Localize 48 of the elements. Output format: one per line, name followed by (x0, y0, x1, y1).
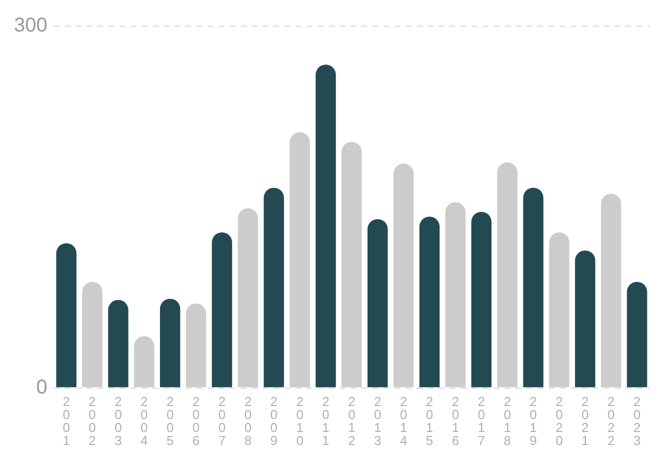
x-tick-label: 2007 (218, 394, 226, 448)
x-tick-label: 2023 (633, 394, 641, 448)
y-tick-label: 0 (36, 376, 48, 399)
x-tick-label: 2002 (88, 394, 96, 448)
bar (238, 208, 258, 388)
bar (264, 188, 284, 388)
x-tick-label: 2011 (322, 394, 330, 448)
x-tick-label: 2013 (374, 394, 382, 448)
bar (212, 232, 232, 388)
x-tick-label: 2010 (296, 394, 304, 448)
x-tick-label: 2022 (607, 394, 615, 448)
x-tick-label: 2008 (244, 394, 252, 448)
x-tick-label: 2006 (192, 394, 200, 448)
x-tick-label: 2021 (582, 394, 589, 448)
bar (160, 298, 180, 388)
x-tick-label: 2015 (426, 394, 434, 448)
x-tick-label: 2019 (530, 394, 537, 448)
bar (575, 250, 596, 388)
x-tick-label: 2017 (478, 394, 486, 448)
bar (549, 232, 570, 388)
bar (419, 216, 440, 388)
bar (368, 219, 388, 388)
x-tick-label: 2014 (400, 394, 408, 448)
bar (82, 282, 102, 388)
x-tick-label: 2003 (114, 394, 122, 448)
x-tick-label: 2016 (452, 394, 460, 448)
bar (108, 300, 128, 388)
x-tick-label: 2004 (140, 394, 148, 448)
bar (471, 212, 492, 388)
bar (445, 202, 466, 388)
bar (290, 132, 310, 388)
bar (626, 282, 648, 388)
bar (134, 336, 154, 388)
x-tick-label: 2001 (62, 394, 70, 448)
bar (523, 188, 544, 388)
x-tick-label: 2009 (270, 394, 278, 448)
x-tick-label: 2012 (348, 394, 356, 448)
bar (497, 162, 518, 388)
bar (186, 304, 206, 388)
bar (600, 194, 622, 388)
x-tick-label: 2005 (166, 394, 174, 448)
bar (56, 243, 76, 388)
x-tick-label: 2020 (556, 394, 563, 448)
x-tick-label: 2018 (504, 394, 511, 448)
bar (342, 142, 362, 388)
y-tick-label: 300 (14, 14, 48, 37)
bar (316, 64, 336, 388)
bar (393, 164, 414, 388)
